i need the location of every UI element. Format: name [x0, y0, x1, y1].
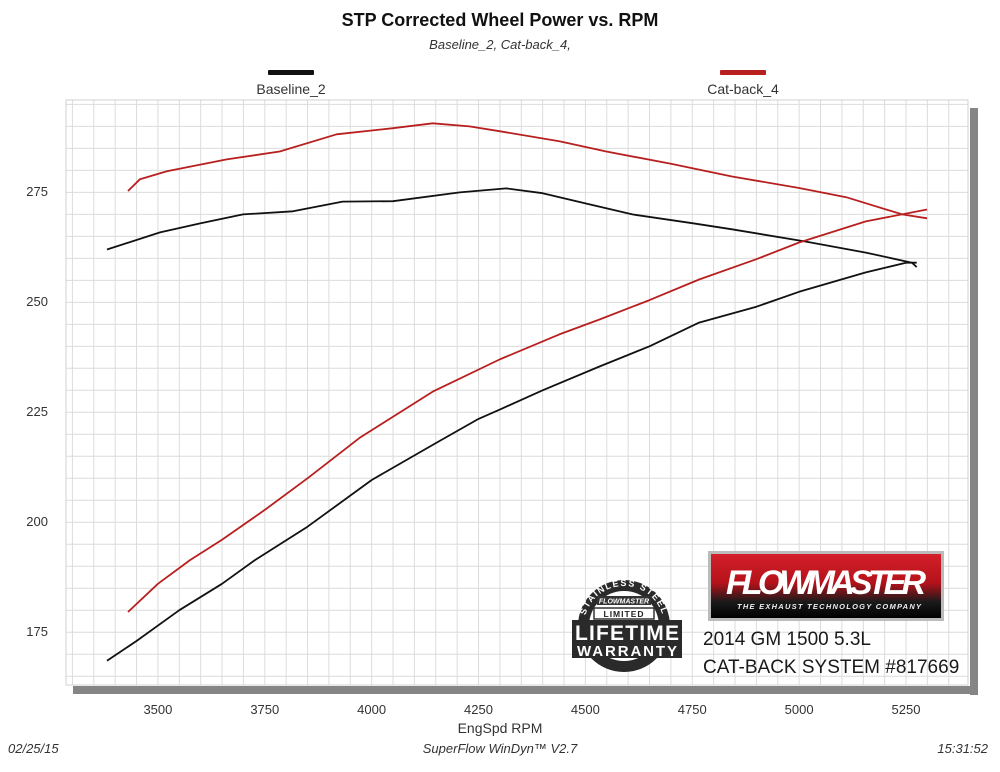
flowmaster-tagline: THE EXHAUST TECHNOLOGY COMPANY: [737, 602, 922, 611]
badge-limited: LIMITED: [604, 609, 645, 619]
plot-border: [65, 99, 969, 686]
legend-swatch-catback: [720, 70, 766, 75]
legend-swatch-baseline: [268, 70, 314, 75]
badge-brand: FLOWMASTER: [599, 599, 649, 606]
badge-lifetime: LIFETIME: [575, 622, 679, 645]
test-time: 15:31:52: [937, 741, 988, 756]
y-tick-label: 175: [26, 624, 48, 640]
flowmaster-wordmark: FLOWMASTER: [726, 564, 926, 602]
x-tick-label: 4250: [464, 702, 493, 717]
plot-shadow-right: [970, 108, 978, 695]
y-tick-label: 200: [26, 514, 48, 530]
badge-warranty: WARRANTY: [577, 643, 677, 660]
flowmaster-logo: FLOWMASTER THE EXHAUST TECHNOLOGY COMPAN…: [708, 551, 944, 621]
x-tick-label: 5250: [891, 702, 921, 717]
y-tick-label: 225: [26, 404, 48, 420]
x-tick-label: 5000: [784, 702, 814, 717]
series-line-cat-back-4-0: [127, 122, 928, 220]
vehicle-info: 2014 GM 1500 5.3L: [703, 629, 871, 650]
plot-shadow-bottom: [73, 686, 978, 694]
test-date: 02/25/15: [8, 741, 59, 756]
x-tick-label: 3750: [250, 702, 280, 717]
chart-subtitle: Baseline_2, Cat-back_4,: [429, 37, 571, 52]
x-axis-label: EngSpd RPM: [457, 720, 543, 736]
series-lines: [106, 122, 928, 662]
x-tick-label: 3500: [143, 702, 173, 717]
x-tick-label: 4000: [357, 702, 387, 717]
product-info: CAT-BACK SYSTEM #817669: [703, 657, 960, 678]
x-tick-label: 4750: [677, 702, 707, 717]
x-tick-label: 4500: [570, 702, 600, 717]
legend-label-catback: Cat-back_4: [707, 81, 779, 97]
legend-label-baseline: Baseline_2: [256, 81, 326, 97]
y-tick-label: 275: [26, 184, 48, 200]
y-tick-label: 250: [26, 294, 48, 310]
series-line-cat-back-4-1: [127, 208, 928, 613]
series-line-baseline-2-0: [106, 187, 918, 268]
software-version: SuperFlow WinDyn™ V2.7: [422, 741, 578, 756]
lifetime-warranty-badge: STAINLESS STEEL FLOWMASTER LIMITED LIFET…: [572, 578, 682, 672]
chart-title: STP Corrected Wheel Power vs. RPM: [341, 10, 659, 30]
series-line-baseline-2-1: [106, 261, 917, 662]
